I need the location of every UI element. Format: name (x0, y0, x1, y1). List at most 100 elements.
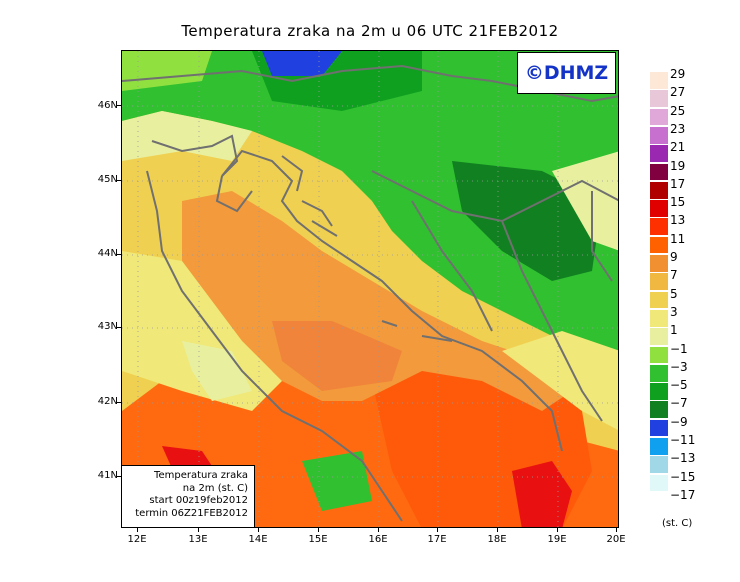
legend-label: 11 (670, 231, 686, 246)
field-adriatic (182, 191, 572, 411)
legend-swatch (650, 236, 668, 254)
field-hot-spot (512, 461, 572, 527)
legend-label: −3 (670, 359, 688, 374)
legend-swatch (650, 163, 668, 181)
legend-label: 1 (670, 323, 678, 338)
lon-label: 14E (248, 534, 268, 545)
lon-tick (318, 528, 319, 532)
legend-swatch (650, 401, 668, 419)
lat-tick (117, 180, 121, 181)
info-line-3: start 00z19feb2012 (149, 495, 248, 506)
legend-unit: (st. C) (662, 518, 693, 529)
legend-swatch (650, 456, 668, 474)
legend-swatch (650, 200, 668, 217)
legend-swatch (650, 181, 668, 199)
legend-swatch (650, 438, 668, 455)
field-italy-cool (182, 341, 252, 401)
legend-swatch (650, 218, 668, 236)
lat-label: 42N (97, 396, 118, 407)
legend-swatch (650, 72, 668, 89)
lat-label: 45N (97, 174, 118, 185)
legend-label: 19 (670, 158, 686, 173)
legend-swatch (650, 255, 668, 272)
legend-label: −9 (670, 414, 688, 429)
legend-swatch (650, 309, 668, 327)
legend-swatch (650, 492, 668, 510)
legend-swatch (650, 474, 668, 492)
legend-swatch (650, 126, 668, 144)
field-land-cold (122, 51, 618, 351)
lon-label: 12E (127, 534, 147, 545)
legend-swatch (650, 90, 668, 108)
lat-label: 44N (97, 248, 118, 259)
legend-swatch (650, 419, 668, 437)
field-alps-cold (262, 51, 342, 76)
legend-label: −5 (670, 378, 688, 393)
legend-label: −7 (670, 396, 688, 411)
graticule (122, 51, 618, 527)
map-title: Temperatura zraka na 2m u 06 UTC 21FEB20… (181, 22, 559, 40)
lat-tick (117, 327, 121, 328)
legend-swatch (650, 346, 668, 364)
lon-label: 16E (368, 534, 388, 545)
field-adriatic-core (272, 321, 402, 391)
legend-swatch (650, 145, 668, 162)
legend-label: −1 (670, 341, 688, 356)
legend-label: 9 (670, 250, 678, 264)
legend-label: 25 (670, 103, 686, 118)
lat-tick (117, 254, 121, 255)
dhmz-logo: ©DHMZ (517, 52, 616, 94)
lon-tick (557, 528, 558, 532)
legend-label: 5 (670, 286, 678, 301)
legend-label: 15 (670, 195, 686, 210)
legend-label: −15 (670, 469, 696, 484)
lat-label: 46N (97, 100, 118, 111)
legend-label: −11 (670, 433, 696, 447)
legend-label: 7 (670, 268, 678, 283)
legend-swatch (650, 291, 668, 309)
info-line-2: na 2m (st. C) (182, 482, 248, 494)
legend-label: 13 (670, 213, 686, 228)
lon-tick (258, 528, 259, 532)
lon-label: 13E (188, 534, 208, 545)
field-east-cool (552, 151, 618, 251)
field-green-patch (302, 451, 372, 511)
lon-label: 18E (487, 534, 507, 545)
lon-tick (616, 528, 617, 532)
legend-swatch (650, 383, 668, 400)
lon-tick (378, 528, 379, 532)
legend-label: 29 (670, 67, 686, 81)
temperature-field (122, 51, 618, 527)
legend-swatch (650, 108, 668, 126)
lon-tick (437, 528, 438, 532)
legend-label: 23 (670, 121, 686, 136)
lat-tick (117, 402, 121, 403)
field-alps-west (122, 51, 212, 91)
legend-label: 21 (670, 140, 686, 155)
info-line-1: Temperatura zraka (154, 470, 248, 481)
lon-label: 20E (606, 534, 626, 545)
legend-label: −17 (670, 487, 696, 502)
lat-label: 41N (97, 470, 118, 481)
lat-tick (117, 476, 121, 477)
legend-label: 3 (670, 304, 678, 319)
info-line-4: termin 06Z21FEB2012 (135, 507, 248, 519)
lon-label: 17E (427, 534, 447, 545)
lon-label: 19E (547, 534, 567, 545)
legend-label: 27 (670, 85, 686, 100)
lon-tick (497, 528, 498, 532)
legend-swatch (650, 273, 668, 291)
field-south-coast (502, 331, 618, 430)
field-transition (122, 111, 252, 161)
lon-label: 15E (308, 534, 328, 545)
legend-swatch (650, 328, 668, 345)
lon-tick (198, 528, 199, 532)
lat-label: 43N (97, 321, 118, 332)
legend-label: 17 (670, 176, 686, 191)
info-box: Temperatura zraka na 2m (st. C) start 00… (121, 465, 255, 528)
legend-label: −13 (670, 451, 696, 466)
legend-swatch (650, 364, 668, 382)
temperature-map (121, 50, 619, 528)
lat-tick (117, 105, 121, 106)
lon-tick (137, 528, 138, 532)
